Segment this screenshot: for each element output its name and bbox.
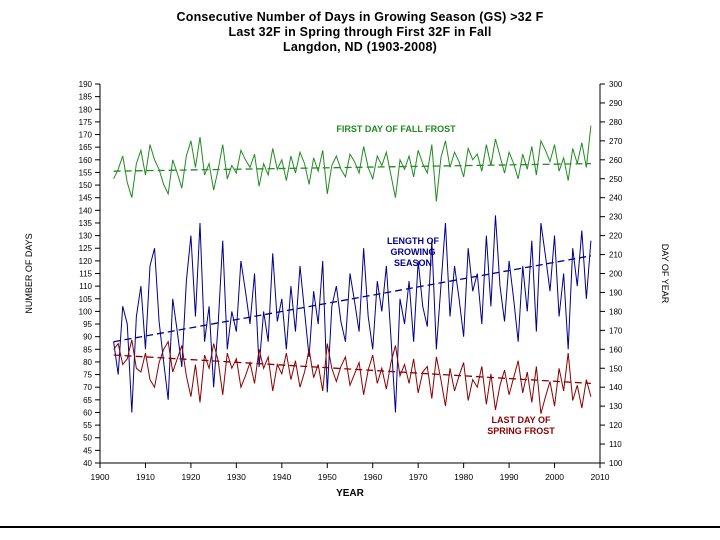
trend-line-length-of-growing-season [113,255,592,343]
left-axis-tick-label: 85 [83,345,92,354]
right-axis-tick-label: 260 [609,156,623,165]
left-axis-tick-label: 185 [79,93,93,102]
left-axis-tick-label: 70 [83,383,92,392]
x-axis-tick-label: 1950 [318,472,337,482]
right-axis-tick-label: 190 [609,288,623,297]
left-axis-tick-label: 175 [79,118,93,127]
chart-title-line2: Last 32F in Spring through First 32F in … [228,25,492,39]
right-axis-tick-label: 220 [609,232,623,241]
left-axis-tick-label: 160 [79,156,93,165]
left-axis-tick-label: 105 [79,295,93,304]
left-axis-tick-label: 60 [83,408,92,417]
right-axis-tick-label: 140 [609,383,623,392]
left-axis-tick-label: 130 [79,232,93,241]
x-axis-tick-label: 1940 [272,472,291,482]
right-axis-title: DAY OF YEAR [660,244,670,304]
left-axis-tick-label: 135 [79,219,93,228]
right-axis-tick-label: 250 [609,175,623,184]
left-axis-tick-label: 75 [83,371,92,380]
growing-season-label: SEASON [394,258,432,268]
left-axis-tick-label: 140 [79,206,93,215]
right-axis-tick-label: 240 [609,194,623,203]
right-axis-tick-label: 170 [609,326,623,335]
x-axis-tick-label: 1910 [136,472,155,482]
right-axis-tick-label: 270 [609,137,623,146]
right-axis-tick-label: 300 [609,80,623,89]
left-axis-tick-label: 170 [79,131,93,140]
left-axis-tick-label: 65 [83,396,92,405]
right-axis-tick-label: 160 [609,345,623,354]
trend-line-first-day-of-fall-frost [113,162,591,172]
left-axis-tick-label: 150 [79,181,93,190]
right-axis-tick-label: 120 [609,421,623,430]
x-axis-title: YEAR [336,488,365,499]
left-axis-tick-label: 120 [79,257,93,266]
left-axis-tick-label: 180 [79,105,93,114]
right-axis-tick-label: 130 [609,402,623,411]
right-axis-tick-label: 230 [609,213,623,222]
left-axis-title: NUMBER OF DAYS [24,233,34,313]
right-axis-tick-label: 180 [609,307,623,316]
growing-season-label: LENGTH OF [387,236,439,246]
left-axis-tick-label: 125 [79,244,93,253]
left-axis-tick-label: 90 [83,333,92,342]
chart-title: Consecutive Number of Days in Growing Se… [0,10,720,55]
x-axis-tick-label: 1960 [363,472,382,482]
x-axis-tick-label: 1900 [91,472,110,482]
x-axis-tick-label: 1920 [181,472,200,482]
x-axis-tick-label: 1930 [227,472,246,482]
left-axis-tick-label: 45 [83,446,92,455]
right-axis-tick-label: 200 [609,270,623,279]
x-axis-tick-label: 1990 [500,472,519,482]
series-line-last-day-of-spring-frost [113,339,592,414]
right-axis-tick-label: 280 [609,118,623,127]
left-axis-tick-label: 40 [83,459,92,468]
left-axis-tick-label: 190 [79,80,93,89]
series-line-first-day-of-fall-frost [113,125,592,202]
right-axis-tick-label: 110 [609,440,622,449]
left-axis-tick-label: 155 [79,168,93,177]
x-axis-tick-label: 1970 [409,472,428,482]
left-axis-tick-label: 50 [83,434,92,443]
right-axis-tick-label: 210 [609,251,623,260]
fall-frost-label: FIRST DAY OF FALL FROST [336,124,456,134]
slide-footer-line [0,526,720,528]
trend-line-last-day-of-spring-frost [113,354,591,385]
left-axis-tick-label: 55 [83,421,92,430]
spring-frost-label: SPRING FROST [487,426,555,436]
right-axis-tick-label: 290 [609,99,623,108]
left-axis-tick-label: 165 [79,143,93,152]
right-axis-tick-label: 150 [609,364,623,373]
right-axis-tick-label: 100 [609,459,623,468]
series-line-length-of-growing-season [113,215,592,413]
chart-title-line1: Consecutive Number of Days in Growing Se… [176,10,544,24]
left-axis-tick-label: 145 [79,194,93,203]
left-axis-tick-label: 80 [83,358,92,367]
x-axis-tick-label: 2000 [545,472,564,482]
chart-title-line3: Langdon, ND (1903-2008) [283,40,437,54]
left-axis-tick-label: 115 [79,270,92,279]
growing-season-label: GROWING [391,247,436,257]
x-axis-tick-label: 1980 [454,472,473,482]
x-axis-tick-label: 2010 [591,472,610,482]
left-axis-tick-label: 110 [79,282,92,291]
left-axis-tick-label: 95 [83,320,92,329]
left-axis-tick-label: 100 [79,307,93,316]
spring-frost-label: LAST DAY OF [491,415,551,425]
